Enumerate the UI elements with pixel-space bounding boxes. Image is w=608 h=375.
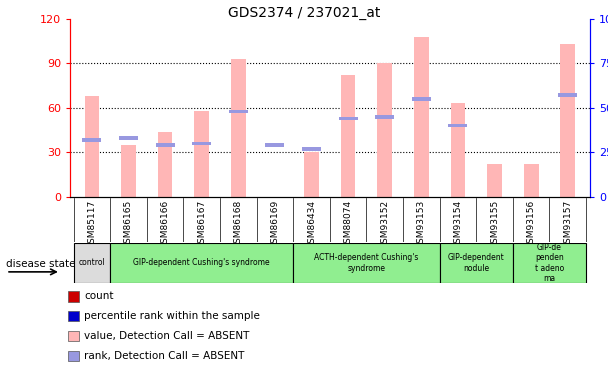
Bar [192, 142, 211, 145]
Text: ACTH-dependent Cushing's
syndrome: ACTH-dependent Cushing's syndrome [314, 253, 419, 273]
Bar [110, 243, 293, 283]
Bar [74, 243, 110, 283]
Bar [119, 136, 138, 140]
Bar [339, 117, 358, 120]
Text: disease state: disease state [6, 260, 75, 269]
Bar [85, 96, 99, 197]
Text: GDS2374 / 237021_at: GDS2374 / 237021_at [228, 6, 380, 20]
Text: rank, Detection Call = ABSENT: rank, Detection Call = ABSENT [84, 351, 244, 361]
Bar [451, 104, 465, 197]
Bar [487, 164, 502, 197]
Text: control: control [78, 258, 105, 267]
Bar [341, 75, 356, 197]
Bar [229, 110, 248, 113]
Bar [513, 243, 586, 283]
Text: GIP-dependent
nodule: GIP-dependent nodule [448, 253, 505, 273]
Bar [304, 152, 319, 197]
Bar [266, 143, 285, 147]
Text: count: count [84, 291, 114, 301]
Bar [302, 147, 321, 151]
Bar [121, 145, 136, 197]
Text: value, Detection Call = ABSENT: value, Detection Call = ABSENT [84, 331, 249, 341]
Bar [378, 63, 392, 197]
Bar [231, 59, 246, 197]
Text: percentile rank within the sample: percentile rank within the sample [84, 311, 260, 321]
Bar [158, 132, 173, 197]
Bar [449, 124, 468, 128]
Bar [82, 138, 102, 142]
Bar [440, 243, 513, 283]
Text: GIP-dependent Cushing's syndrome: GIP-dependent Cushing's syndrome [133, 258, 270, 267]
Bar [156, 143, 174, 147]
Text: GIP-de
penden
t adeno
ma: GIP-de penden t adeno ma [535, 243, 564, 283]
Bar [561, 44, 575, 197]
Bar [414, 37, 429, 197]
Bar [293, 243, 440, 283]
Bar [558, 93, 578, 97]
Bar [412, 97, 431, 101]
Bar [195, 111, 209, 197]
Bar [524, 164, 539, 197]
Bar [375, 115, 394, 118]
